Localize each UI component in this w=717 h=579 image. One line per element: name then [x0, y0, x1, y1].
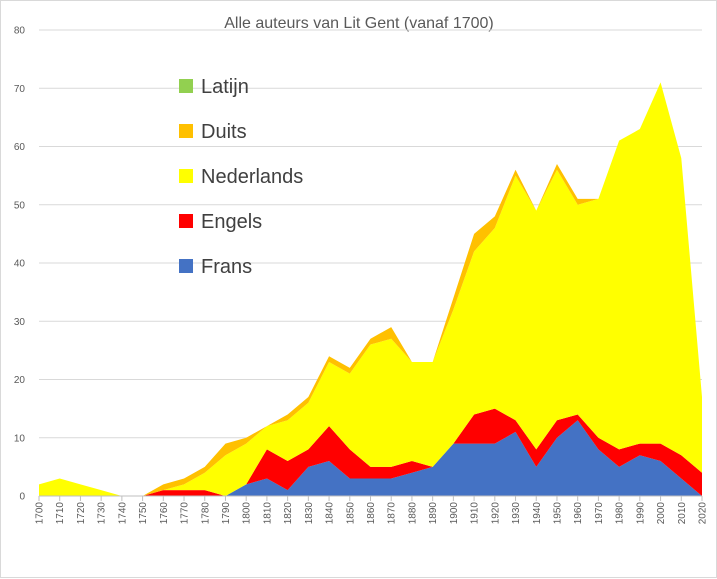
y-tick-label: 20 — [14, 375, 26, 386]
area-frans — [39, 420, 702, 496]
x-tick-label: 2020 — [698, 502, 709, 525]
legend-item-nederlands: Nederlands — [179, 166, 303, 188]
x-tick-label: 1870 — [387, 502, 398, 525]
gridlines — [39, 29, 702, 439]
legend-label: Nederlands — [201, 166, 303, 188]
x-tick-label: 1820 — [283, 502, 294, 525]
x-tick-label: 1720 — [76, 502, 87, 525]
y-tick-label: 60 — [14, 142, 26, 153]
x-tick-label: 1750 — [138, 502, 149, 525]
x-tick-label: 1760 — [159, 502, 170, 525]
legend-label: Frans — [201, 256, 252, 278]
area-nederlands — [39, 82, 702, 497]
x-tick-label: 1910 — [470, 502, 481, 525]
x-tick-label: 1890 — [428, 502, 439, 525]
x-tick-label: 1860 — [366, 502, 377, 525]
chart-title: Alle auteurs van Lit Gent (vanaf 1700) — [224, 15, 494, 32]
y-tick-label: 80 — [14, 26, 26, 37]
x-axis-ticks: 1700 1710 1720 1730 1740 1750 1760 1770 1780 1790… — [35, 496, 709, 524]
x-tick-label: 1920 — [490, 502, 501, 525]
x-tick-label: 1790 — [221, 502, 232, 525]
x-tick-label: 1730 — [97, 502, 108, 525]
legend-label: Latijn — [201, 76, 249, 98]
legend-swatch — [179, 124, 193, 138]
x-tick-label: 1710 — [55, 502, 66, 525]
x-tick-label: 1810 — [262, 502, 273, 525]
y-tick-label: 70 — [14, 84, 26, 95]
legend-label: Engels — [201, 211, 262, 233]
legend-label: Duits — [201, 121, 247, 143]
x-tick-label: 2010 — [677, 502, 688, 525]
y-tick-label: 50 — [14, 200, 26, 211]
x-tick-label: 1990 — [635, 502, 646, 525]
legend-swatch — [179, 169, 193, 183]
legend-item-frans: Frans — [179, 256, 252, 278]
x-tick-label: 1930 — [511, 502, 522, 525]
x-tick-label: 1740 — [117, 502, 128, 525]
legend-item-engels: Engels — [179, 211, 262, 233]
x-tick-label: 1700 — [35, 502, 46, 525]
legend-swatch — [179, 214, 193, 228]
x-tick-label: 2000 — [656, 502, 667, 525]
legend-item-duits: Duits — [179, 121, 247, 143]
x-tick-label: 1850 — [345, 502, 356, 525]
legend: Latijn Duits Nederlands Engels Frans — [179, 76, 303, 278]
y-tick-label: 40 — [14, 259, 26, 270]
x-tick-label: 1830 — [304, 502, 315, 525]
legend-item-latijn: Latijn — [179, 76, 249, 98]
legend-swatch — [179, 259, 193, 273]
y-tick-label: 30 — [14, 317, 26, 328]
y-tick-label: 0 — [19, 492, 25, 503]
x-tick-label: 1980 — [615, 502, 626, 525]
x-tick-label: 1780 — [200, 502, 211, 525]
x-tick-label: 1960 — [573, 502, 584, 525]
series-areas — [39, 82, 702, 497]
x-tick-label: 1900 — [449, 502, 460, 525]
y-axis-ticks: 0 10 20 30 40 50 60 70 80 — [14, 26, 26, 503]
legend-swatch — [179, 79, 193, 93]
x-tick-label: 1880 — [407, 502, 418, 525]
x-tick-label: 1940 — [532, 502, 543, 525]
y-tick-label: 10 — [14, 433, 26, 444]
x-tick-label: 1840 — [325, 502, 336, 525]
x-tick-label: 1800 — [242, 502, 253, 525]
x-tick-label: 1770 — [180, 502, 191, 525]
x-tick-label: 1950 — [552, 502, 563, 525]
x-tick-label: 1970 — [594, 502, 605, 525]
